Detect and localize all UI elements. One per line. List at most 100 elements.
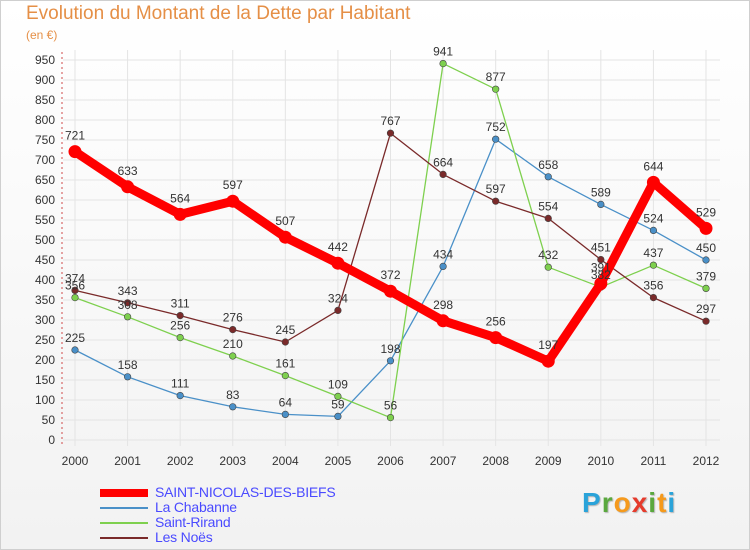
x-tick-label: 2002 <box>167 454 194 468</box>
y-tick-label: 950 <box>35 53 55 67</box>
data-label: 554 <box>538 199 558 213</box>
data-point <box>439 170 447 178</box>
data-label: 382 <box>591 268 611 282</box>
legend-label: Saint-Rirand <box>155 514 231 530</box>
data-label: 374 <box>65 271 85 285</box>
y-tick-label: 900 <box>35 73 55 87</box>
x-tick-label: 2005 <box>325 454 352 468</box>
data-point <box>386 357 395 365</box>
data-point <box>176 312 184 320</box>
data-label: 767 <box>380 114 400 128</box>
data-point <box>278 230 292 244</box>
data-point <box>68 145 82 159</box>
data-label: 210 <box>223 337 243 351</box>
y-tick-label: 550 <box>35 213 55 227</box>
x-tick-label: 2012 <box>693 454 720 468</box>
x-tick-label: 2003 <box>219 454 246 468</box>
data-label: 877 <box>486 70 506 84</box>
data-label: 597 <box>223 178 243 192</box>
legend-swatch <box>100 522 148 524</box>
data-point <box>439 59 447 68</box>
data-label: 664 <box>433 155 453 169</box>
data-label: 658 <box>538 158 558 172</box>
x-tick-label: 2011 <box>641 454 667 468</box>
data-label: 297 <box>696 302 716 316</box>
data-point <box>649 261 658 269</box>
y-tick-label: 600 <box>35 193 55 207</box>
data-label: 256 <box>170 319 190 333</box>
data-label: 529 <box>696 205 716 219</box>
data-point <box>544 173 552 181</box>
logo-letter: x <box>631 487 649 518</box>
data-label: 298 <box>433 298 453 312</box>
x-tick-label: 2001 <box>114 454 141 468</box>
data-point <box>229 403 237 411</box>
data-point <box>334 306 342 315</box>
data-label: 564 <box>170 191 190 205</box>
data-point <box>489 331 503 345</box>
chart-subtitle: (en €) <box>26 28 58 42</box>
data-point <box>649 294 658 302</box>
legend-swatch <box>100 507 148 509</box>
y-tick-label: 200 <box>35 353 55 367</box>
legend-label: Les Noës <box>155 529 213 545</box>
y-tick-label: 700 <box>35 153 55 167</box>
data-point <box>541 354 555 368</box>
data-point <box>281 410 289 419</box>
logo-letter: o <box>613 487 632 518</box>
data-point <box>436 314 450 328</box>
data-point <box>492 197 500 205</box>
data-label: 442 <box>328 240 348 254</box>
data-point <box>384 284 397 298</box>
data-label: 225 <box>65 331 85 345</box>
data-point <box>597 256 605 264</box>
x-tick-label: 2010 <box>587 454 614 468</box>
y-tick-label: 250 <box>35 333 55 347</box>
data-label: 432 <box>538 248 558 262</box>
data-point <box>281 372 289 380</box>
data-label: 308 <box>118 298 138 312</box>
data-point <box>544 214 552 222</box>
y-tick-label: 800 <box>35 113 55 127</box>
x-tick-label: 2008 <box>482 454 509 468</box>
data-point <box>281 338 289 346</box>
data-point <box>649 226 658 234</box>
proxiti-logo: Proxiti <box>582 487 676 519</box>
data-point <box>123 313 132 321</box>
x-tick-label: 2000 <box>62 454 89 468</box>
legend-swatch <box>100 489 148 497</box>
logo-letter: P <box>582 487 602 518</box>
data-label: 372 <box>380 268 400 282</box>
data-label: 356 <box>65 279 85 293</box>
data-label: 633 <box>118 164 138 178</box>
data-label: 434 <box>433 247 453 261</box>
data-point <box>439 262 447 271</box>
data-point <box>544 263 552 271</box>
data-point <box>492 85 500 93</box>
y-tick-label: 850 <box>35 93 55 107</box>
data-point <box>71 294 79 302</box>
x-tick-label: 2004 <box>272 454 299 468</box>
y-tick-label: 300 <box>35 313 55 327</box>
data-label: 161 <box>275 357 295 371</box>
y-tick-label: 50 <box>42 413 56 427</box>
legend-label: SAINT-NICOLAS-DES-BIEFS <box>155 484 336 500</box>
data-label: 356 <box>643 279 663 293</box>
data-label: 644 <box>643 159 663 173</box>
data-point <box>226 194 240 208</box>
data-label: 589 <box>591 185 611 199</box>
data-label: 721 <box>65 129 85 143</box>
data-label: 111 <box>171 377 190 391</box>
data-point <box>71 346 79 354</box>
data-label: 752 <box>486 120 506 134</box>
data-label: 83 <box>226 388 240 402</box>
data-point <box>702 284 710 293</box>
data-label: 256 <box>486 315 506 329</box>
data-point <box>334 392 342 401</box>
data-label: 245 <box>275 323 295 337</box>
legend-label: La Chabanne <box>155 499 237 515</box>
data-point <box>229 352 237 360</box>
data-label: 597 <box>486 182 506 196</box>
